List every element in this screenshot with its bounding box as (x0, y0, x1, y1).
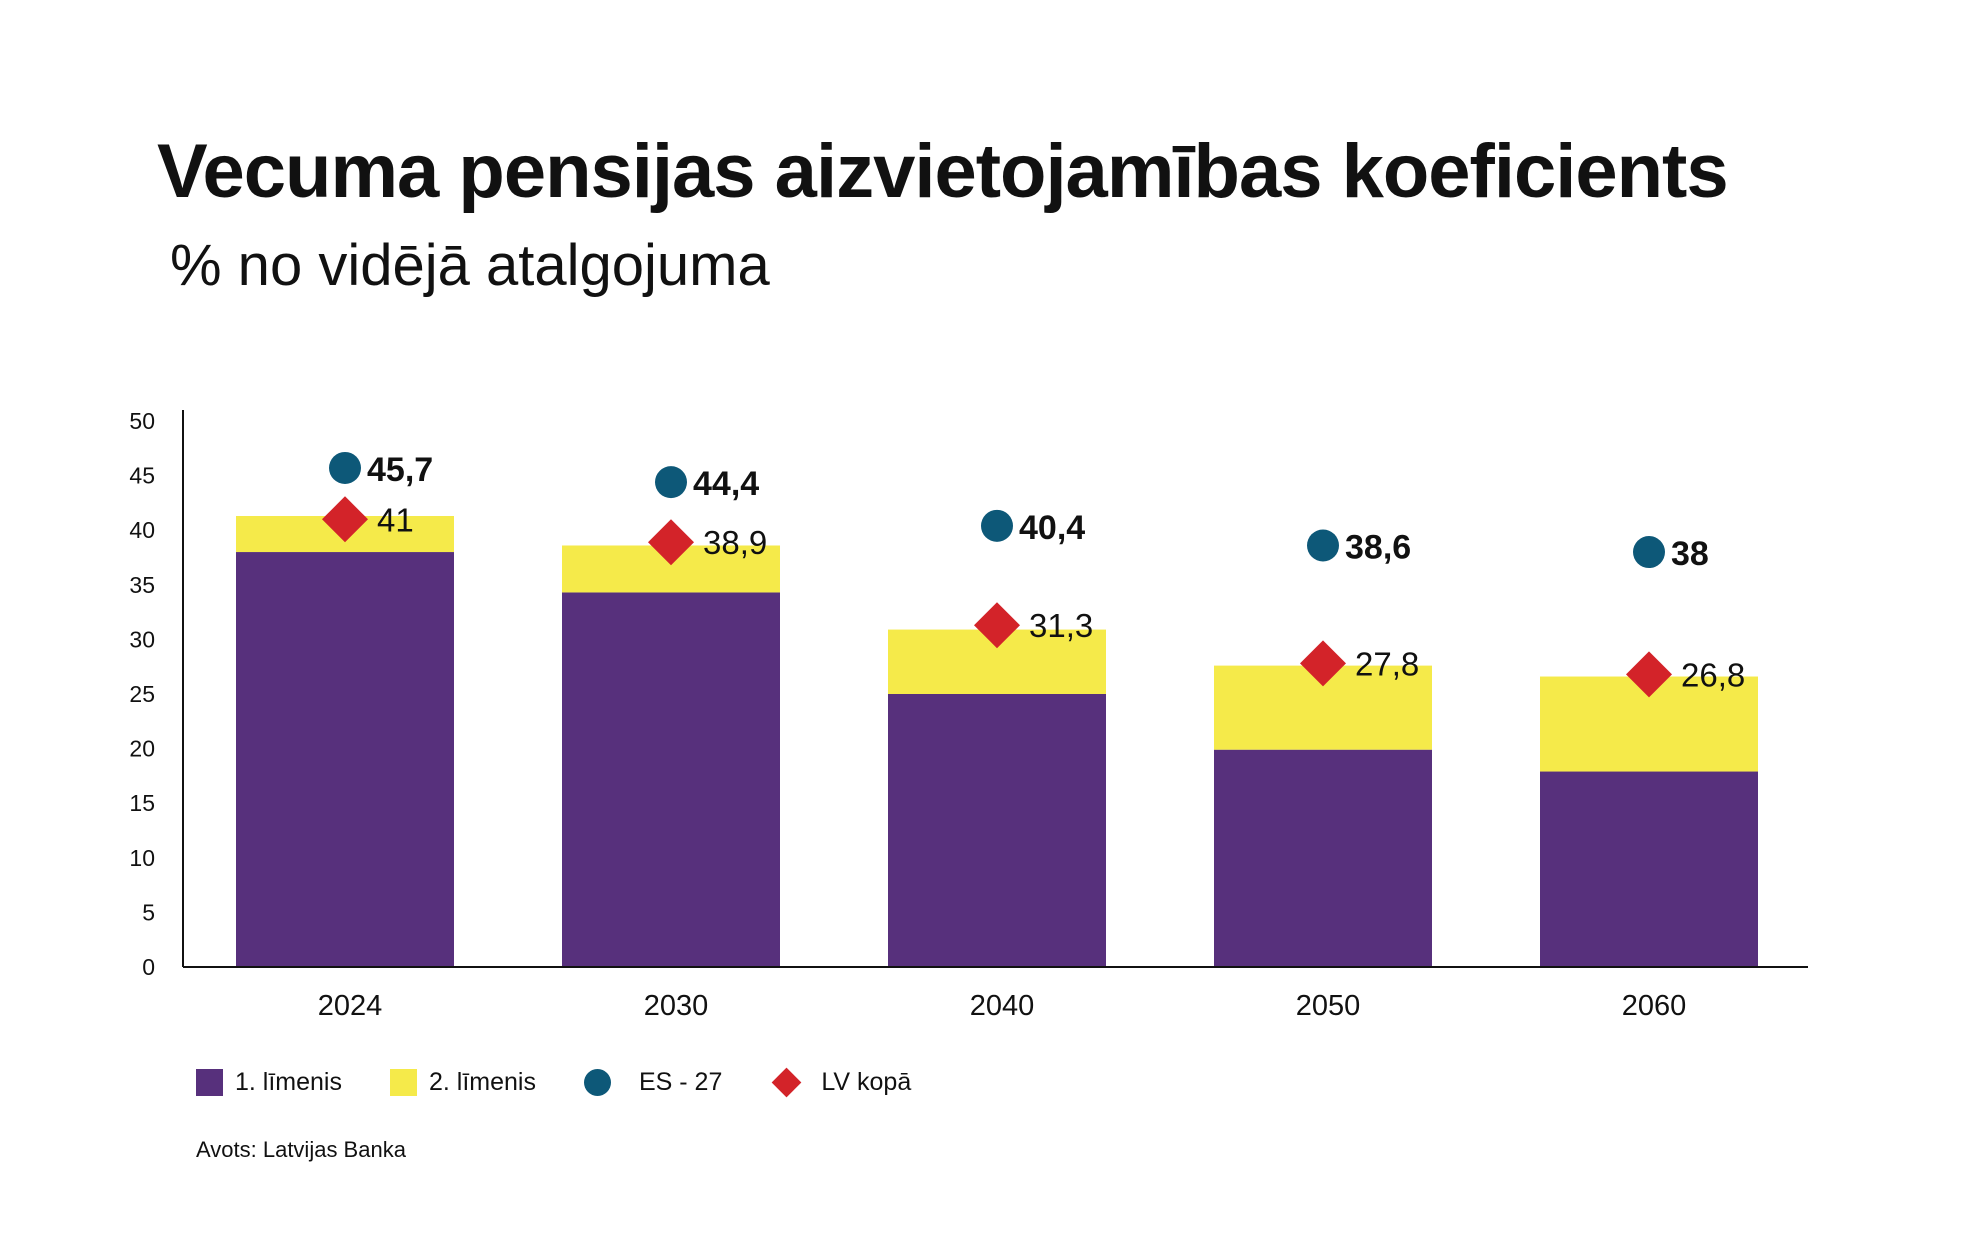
y-tick-label: 20 (129, 736, 155, 762)
y-tick-label: 30 (129, 626, 155, 652)
legend-diamond-icon (771, 1067, 802, 1098)
lv-total-data-label: 31,3 (1029, 607, 1093, 644)
lv-total-data-label: 38,9 (703, 524, 767, 561)
y-tick-label: 40 (129, 517, 155, 543)
lv-total-point (1300, 640, 1346, 687)
lv-total-data-label: 41 (377, 501, 414, 538)
chart-subtitle: % no vidējā atalgojuma (170, 233, 770, 298)
bar-level1 (236, 552, 454, 967)
legend-swatch-level2 (389, 1069, 417, 1096)
bar-level1 (888, 694, 1106, 967)
y-tick-label: 15 (129, 790, 155, 816)
x-tick-label: 2030 (644, 990, 709, 1022)
legend-label-es27: ES - 27 (638, 1068, 723, 1096)
es27-point (981, 509, 1013, 542)
lv-total-point (1626, 651, 1672, 698)
y-tick-label: 50 (129, 408, 155, 434)
legend-item-es27: ES - 27 (583, 1068, 723, 1097)
legend-item-level1: 1. līmenis (196, 1068, 342, 1097)
es27-data-label: 38 (1671, 535, 1709, 573)
legend-swatch-level1 (196, 1069, 223, 1096)
markers-layer: 45,7 41 44,4 38,9 40,4 31,3 38,6 27,8 38 26,8 (322, 451, 1745, 698)
es27-point (1307, 529, 1339, 562)
y-tick-label: 10 (129, 845, 155, 871)
lv-total-data-label: 26,8 (1681, 656, 1745, 693)
legend-circle-icon (583, 1069, 611, 1096)
chart-title: Vecuma pensijas aizvietojamības koeficie… (157, 129, 1729, 214)
bar-level1 (562, 592, 780, 967)
es27-data-label: 45,7 (367, 451, 433, 489)
es27-data-label: 44,4 (693, 465, 759, 503)
es27-point (1633, 536, 1665, 569)
bar-level1 (1540, 771, 1758, 967)
es27-point (329, 451, 361, 484)
y-tick-label: 45 (129, 463, 155, 489)
x-tick-label: 2040 (970, 990, 1035, 1022)
axes-layer: 2024 2030 2040 2050 2060 0 5 10 15 20 25 30 35 40 45 50 (129, 408, 1808, 1022)
legend: 1. līmenis 2. līmenis ES - 27 LV kopā (196, 1067, 959, 1098)
bar-level1 (1214, 749, 1432, 967)
es27-point (655, 466, 687, 499)
lv-total-point (322, 496, 368, 543)
x-tick-label: 2024 (318, 990, 383, 1022)
bars-layer (236, 516, 1758, 967)
y-tick-label: 5 (142, 899, 155, 925)
es27-data-label: 40,4 (1019, 509, 1085, 547)
legend-label-lv-total: LV kopā (821, 1068, 912, 1096)
source-note: Avots: Latvijas Banka (196, 1137, 406, 1162)
y-tick-label: 25 (129, 681, 155, 707)
lv-total-data-label: 27,8 (1355, 645, 1419, 682)
lv-total-point (648, 519, 694, 566)
x-tick-label: 2060 (1622, 990, 1687, 1022)
y-tick-label: 0 (142, 954, 155, 980)
es27-data-label: 38,6 (1345, 528, 1411, 566)
x-tick-label: 2050 (1296, 990, 1361, 1022)
legend-label-level2: 2. līmenis (428, 1068, 536, 1096)
legend-item-lv-total: LV kopā (770, 1067, 912, 1098)
legend-label-level1: 1. līmenis (235, 1068, 342, 1096)
legend-item-level2: 2. līmenis (389, 1068, 536, 1097)
y-tick-label: 35 (129, 572, 155, 598)
lv-total-point (974, 602, 1020, 649)
